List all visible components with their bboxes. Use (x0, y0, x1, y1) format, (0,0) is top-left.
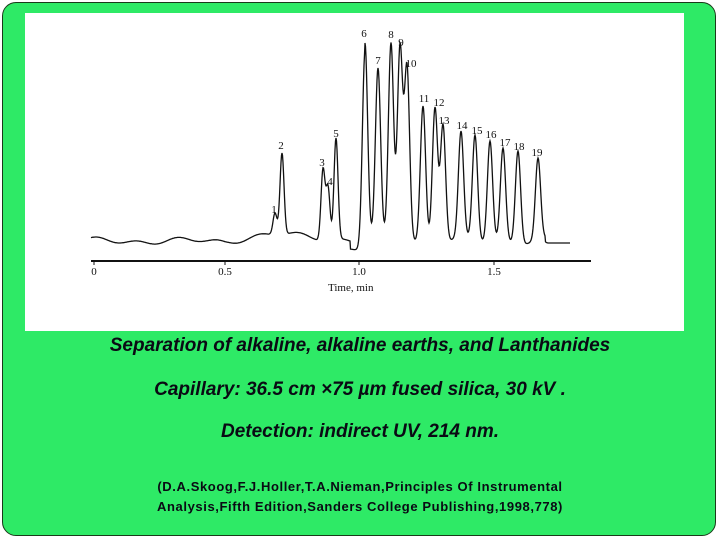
peak-label: 15 (472, 125, 484, 137)
peak-label: 12 (434, 97, 445, 109)
caption-title: Separation of alkaline, alkaline earths,… (109, 335, 611, 356)
peak-label: 2 (278, 140, 284, 152)
caption-capillary: Capillary: 36.5 cm ×75 µm fused silica, … (154, 379, 566, 400)
peak-label: 14 (457, 120, 469, 132)
peak-label: 6 (361, 28, 367, 40)
peak-label: 9 (398, 37, 404, 49)
peak-label: 3 (319, 157, 325, 169)
trace (90, 40, 570, 251)
peak-label: 18 (514, 141, 526, 153)
citation: Analysis,Fifth Edition,Sanders College P… (157, 499, 563, 514)
peak-label: 10 (406, 58, 418, 70)
tick-label: 1.5 (487, 266, 501, 278)
tick-label: 0 (91, 266, 97, 278)
caption-detection: Detection: indirect UV, 214 nm. (220, 421, 500, 442)
citation: (D.A.Skoog,F.J.Holler,T.A.Nieman,Princip… (157, 479, 563, 494)
peak-label: 1 (271, 204, 277, 216)
peak-label: 5 (333, 128, 339, 140)
peak-label: 16 (486, 129, 498, 141)
peak-label: 13 (439, 115, 451, 127)
peak-label: 8 (388, 29, 394, 41)
tick-label: 1.0 (352, 266, 366, 278)
peak-label: 7 (375, 55, 381, 67)
peak-label: 11 (419, 93, 430, 105)
peak-label: 19 (532, 147, 544, 159)
peak-label: 4 (327, 176, 333, 188)
peak-label: 17 (500, 137, 512, 149)
tick-label: 0.5 (218, 266, 232, 278)
axis-label: Time, min (328, 282, 374, 294)
